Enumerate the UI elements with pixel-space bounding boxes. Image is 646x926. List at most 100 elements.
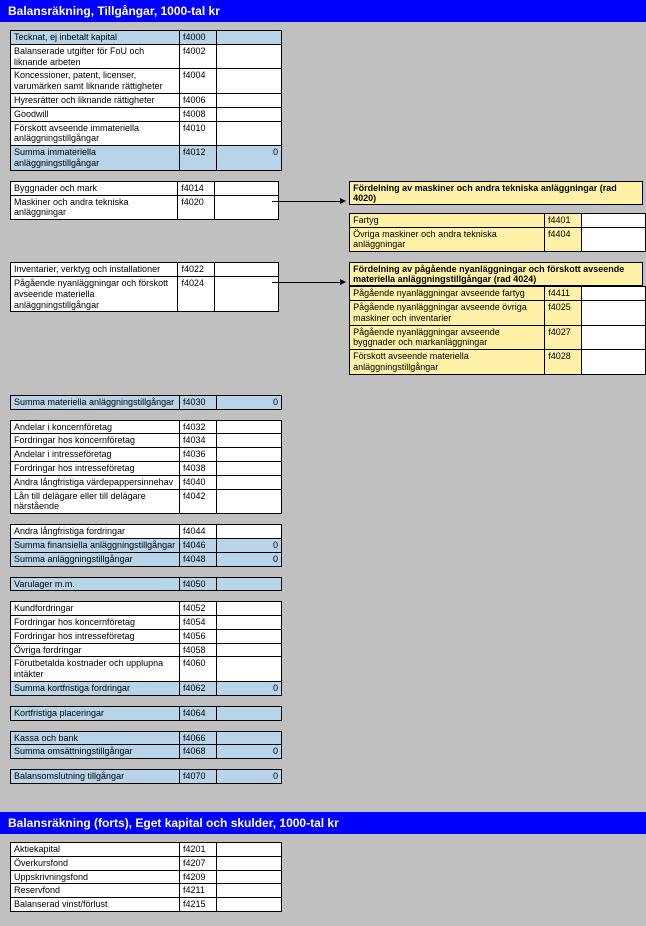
table-row: Andelar i intresseföretagf4036 xyxy=(11,448,282,462)
side-value[interactable] xyxy=(582,350,646,375)
row-value[interactable] xyxy=(215,276,279,311)
row-value[interactable] xyxy=(215,263,279,277)
table-row: Varulager m.m.f4050 xyxy=(11,577,282,591)
row-value[interactable]: 0 xyxy=(217,770,282,784)
table-group-6: Andra långfristiga fordringarf4044Summa … xyxy=(10,524,282,566)
side-value[interactable] xyxy=(581,213,645,227)
row-label: Fordringar hos intresseföretag xyxy=(11,629,180,643)
table-row: Förskott avseende immateriella anläggnin… xyxy=(11,121,282,146)
row-code: f4006 xyxy=(180,93,217,107)
row-value[interactable]: 0 xyxy=(217,682,282,696)
row-value[interactable] xyxy=(217,461,282,475)
row-value[interactable] xyxy=(217,448,282,462)
side-table-2: Pågående nyanläggningar avseende fartygf… xyxy=(349,286,646,375)
row-code: f4046 xyxy=(180,538,217,552)
table-row: Pågående nyanläggningar och förskott avs… xyxy=(11,276,279,311)
side-value[interactable] xyxy=(582,287,646,301)
row-code: f4052 xyxy=(180,602,217,616)
row-value[interactable] xyxy=(217,643,282,657)
row-value[interactable] xyxy=(217,107,282,121)
row-code: f4058 xyxy=(180,643,217,657)
table-row: Goodwillf4008 xyxy=(11,107,282,121)
row-label: Tecknat, ej inbetalt kapital xyxy=(11,31,180,45)
row-value[interactable] xyxy=(217,420,282,434)
section-header-1: Balansräkning, Tillgångar, 1000-tal kr xyxy=(0,0,646,22)
side-value[interactable] xyxy=(582,300,646,325)
table-row: Övriga fordringarf4058 xyxy=(11,643,282,657)
row-code: f4050 xyxy=(180,577,217,591)
table-row: Inventarier, verktyg och installationerf… xyxy=(11,263,279,277)
row-value[interactable] xyxy=(217,616,282,630)
side-label: Pågående nyanläggningar avseende övriga … xyxy=(350,300,545,325)
row-value[interactable] xyxy=(217,629,282,643)
side-row: Pågående nyanläggningar avseende fartygf… xyxy=(350,287,646,301)
table-group-12: Aktiekapitalf4201Överkursfondf4207Uppskr… xyxy=(10,842,282,912)
row-value[interactable] xyxy=(217,657,282,682)
row-label: Fordringar hos intresseföretag xyxy=(11,461,180,475)
table-row: Överkursfondf4207 xyxy=(11,856,282,870)
row-code: f4060 xyxy=(180,657,217,682)
row-value[interactable] xyxy=(217,884,282,898)
row-value[interactable] xyxy=(217,856,282,870)
row-code: f4002 xyxy=(180,44,217,69)
row-value[interactable]: 0 xyxy=(217,745,282,759)
row-code: f4054 xyxy=(180,616,217,630)
row-label: Balanserade utgifter för FoU och liknand… xyxy=(11,44,180,69)
table-group-2: Byggnader och markf4014Maskiner och andr… xyxy=(10,181,279,220)
row-label: Andelar i koncernföretag xyxy=(11,420,180,434)
row-value[interactable] xyxy=(217,870,282,884)
table-row: Andra långfristiga värdepappersinnehavf4… xyxy=(11,475,282,489)
row-value[interactable] xyxy=(217,31,282,45)
row-value[interactable] xyxy=(217,525,282,539)
row-code: f4068 xyxy=(180,745,217,759)
side-panel-1: Fördelning av maskiner och andra teknisk… xyxy=(349,181,646,252)
row-label: Fordringar hos koncernföretag xyxy=(11,434,180,448)
table-group-5: Andelar i koncernföretagf4032Fordringar … xyxy=(10,420,282,515)
row-value[interactable]: 0 xyxy=(217,146,282,171)
side-row: Övriga maskiner och andra tekniska anläg… xyxy=(350,227,646,252)
row-value[interactable] xyxy=(217,44,282,69)
table-row: Tecknat, ej inbetalt kapitalf4000 xyxy=(11,31,282,45)
row-value[interactable] xyxy=(217,577,282,591)
row-label: Kundfordringar xyxy=(11,602,180,616)
row-value[interactable]: 0 xyxy=(217,538,282,552)
row-value[interactable] xyxy=(217,731,282,745)
row-code: f4000 xyxy=(180,31,217,45)
row-code: f4038 xyxy=(180,461,217,475)
row-value[interactable] xyxy=(217,706,282,720)
side-row: Förskott avseende materiella anläggnings… xyxy=(350,350,646,375)
row-value[interactable] xyxy=(217,93,282,107)
row-label: Koncessioner, patent, licenser, varumärk… xyxy=(11,69,180,94)
table-row: Uppskrivningsfondf4209 xyxy=(11,870,282,884)
row-value[interactable] xyxy=(217,475,282,489)
row-label: Goodwill xyxy=(11,107,180,121)
row-code: f4215 xyxy=(180,898,217,912)
row-value[interactable] xyxy=(217,898,282,912)
row-value[interactable] xyxy=(217,602,282,616)
row-label: Summa anläggningstillgångar xyxy=(11,552,180,566)
row-code: f4008 xyxy=(180,107,217,121)
row-code: f4032 xyxy=(180,420,217,434)
row-value[interactable]: 0 xyxy=(217,552,282,566)
row-value[interactable]: 0 xyxy=(217,395,282,409)
side-header-2: Fördelning av pågående nyanläggningar oc… xyxy=(349,262,643,286)
side-code: f4025 xyxy=(545,300,582,325)
table-row: Andelar i koncernföretagf4032 xyxy=(11,420,282,434)
table-row: Summa omsättningstillgångarf40680 xyxy=(11,745,282,759)
side-panel-2: Fördelning av pågående nyanläggningar oc… xyxy=(349,262,646,375)
side-value[interactable] xyxy=(582,325,646,350)
row-value[interactable] xyxy=(217,843,282,857)
row-value[interactable] xyxy=(217,489,282,514)
row-value[interactable] xyxy=(215,181,279,195)
side-value[interactable] xyxy=(581,227,645,252)
table-group-9: Kortfristiga placeringarf4064 xyxy=(10,706,282,721)
row-value[interactable] xyxy=(217,69,282,94)
row-value[interactable] xyxy=(217,121,282,146)
table-row: Balanserade utgifter för FoU och liknand… xyxy=(11,44,282,69)
row-value[interactable] xyxy=(217,434,282,448)
row-code: f4056 xyxy=(180,629,217,643)
row-value[interactable] xyxy=(215,195,279,220)
row-label: Hyresrätter och liknande rättigheter xyxy=(11,93,180,107)
side-code: f4027 xyxy=(545,325,582,350)
row-label: Summa kortfristiga fordringar xyxy=(11,682,180,696)
